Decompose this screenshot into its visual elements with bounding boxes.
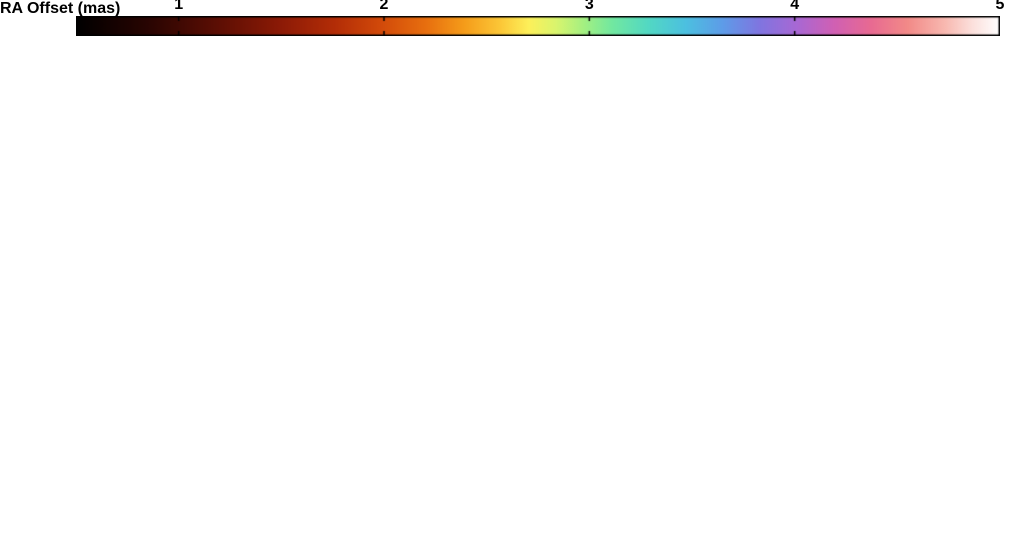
colorbar-tick-label: 4	[775, 0, 815, 14]
colorbar-tick-label: 3	[569, 0, 609, 14]
colorbar-tick-label: 1	[159, 0, 199, 14]
colorbar-tick-label: 2	[364, 0, 404, 14]
figure: 12345 RA Offset (mas) Dec Offset (mas)	[0, 0, 1024, 558]
colorbar-tick-label: 5	[980, 0, 1020, 14]
x-axis-label: RA Offset (mas)	[0, 0, 120, 18]
main-image-plot	[76, 54, 1000, 516]
colorbar	[76, 16, 1000, 36]
